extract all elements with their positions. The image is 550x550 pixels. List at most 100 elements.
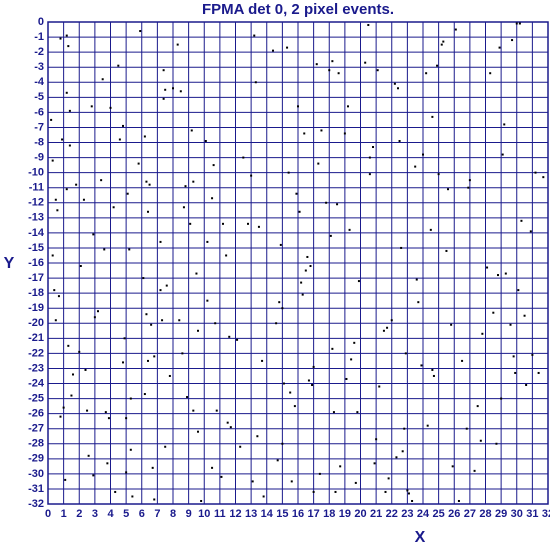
y-tick-label: -27 bbox=[28, 423, 44, 435]
data-point bbox=[51, 159, 54, 162]
data-point bbox=[97, 310, 99, 313]
data-point bbox=[176, 43, 179, 46]
data-point bbox=[125, 471, 128, 474]
x-tick-label: 27 bbox=[464, 508, 476, 520]
data-point bbox=[142, 277, 145, 280]
data-point bbox=[331, 347, 334, 350]
data-point bbox=[525, 384, 528, 387]
y-tick-label: -23 bbox=[28, 362, 44, 374]
data-point bbox=[531, 353, 534, 356]
data-point bbox=[372, 146, 374, 149]
x-tick-label: 30 bbox=[511, 508, 523, 520]
data-point bbox=[195, 272, 198, 275]
data-point bbox=[57, 295, 60, 298]
data-point bbox=[145, 180, 148, 183]
data-point bbox=[384, 490, 387, 493]
y-tick-label: -13 bbox=[28, 212, 44, 224]
x-tick-label: 19 bbox=[339, 508, 351, 520]
y-tick-label: -11 bbox=[29, 182, 44, 194]
y-tick-label: -10 bbox=[28, 167, 44, 179]
data-point bbox=[367, 24, 370, 27]
data-point bbox=[450, 323, 453, 326]
data-point bbox=[503, 123, 506, 126]
x-axis-label: X bbox=[415, 529, 426, 546]
data-point bbox=[518, 22, 521, 25]
data-point bbox=[250, 174, 253, 177]
data-point bbox=[261, 359, 264, 362]
data-point bbox=[272, 49, 274, 52]
x-tick-label: 4 bbox=[107, 508, 114, 520]
data-point bbox=[401, 450, 404, 453]
y-tick-label: -14 bbox=[28, 227, 45, 239]
data-point bbox=[426, 424, 429, 427]
data-point bbox=[211, 197, 214, 200]
data-point bbox=[114, 490, 117, 493]
data-point bbox=[473, 469, 476, 472]
data-point bbox=[387, 477, 390, 480]
data-point bbox=[287, 171, 290, 174]
data-point bbox=[53, 289, 56, 292]
data-point bbox=[128, 248, 131, 251]
data-point bbox=[179, 90, 182, 93]
x-tick-label: 25 bbox=[433, 508, 445, 520]
x-tick-label: 18 bbox=[323, 508, 335, 520]
data-point bbox=[153, 498, 156, 501]
data-point bbox=[168, 374, 171, 377]
data-point bbox=[454, 28, 457, 31]
data-point bbox=[386, 326, 389, 329]
data-point bbox=[476, 405, 479, 408]
data-point bbox=[334, 490, 337, 493]
data-point bbox=[143, 135, 146, 138]
data-point bbox=[390, 319, 393, 322]
data-point bbox=[517, 289, 520, 292]
data-point bbox=[54, 198, 57, 201]
x-tick-label: 14 bbox=[261, 508, 274, 520]
data-point bbox=[393, 82, 396, 85]
y-tick-label: -15 bbox=[28, 242, 44, 254]
data-point bbox=[343, 132, 346, 135]
chart-title: FPMA det 0, 2 pixel events. bbox=[202, 1, 394, 18]
x-tick-label: 20 bbox=[354, 508, 366, 520]
data-point bbox=[101, 78, 104, 81]
data-point bbox=[122, 124, 124, 127]
data-point bbox=[498, 46, 501, 49]
data-point bbox=[437, 173, 440, 176]
data-point bbox=[312, 365, 315, 368]
data-point bbox=[354, 481, 357, 484]
data-point bbox=[107, 417, 110, 420]
data-point bbox=[512, 355, 515, 358]
x-tick-label: 32 bbox=[542, 508, 550, 520]
y-tick-label: -18 bbox=[28, 287, 44, 299]
data-point bbox=[262, 495, 265, 498]
data-point bbox=[282, 382, 285, 385]
data-point bbox=[297, 105, 299, 108]
data-point bbox=[212, 164, 215, 167]
y-tick-label: -4 bbox=[34, 76, 45, 88]
y-tick-label: -7 bbox=[34, 121, 44, 133]
x-tick-label: 8 bbox=[170, 508, 176, 520]
y-tick-label: -6 bbox=[34, 106, 44, 118]
data-point bbox=[542, 176, 545, 179]
data-point bbox=[523, 314, 526, 317]
data-point bbox=[414, 165, 417, 168]
data-point bbox=[197, 430, 199, 433]
data-point bbox=[137, 162, 140, 165]
x-tick-label: 3 bbox=[92, 508, 98, 520]
data-point bbox=[178, 319, 181, 322]
y-tick-label: -25 bbox=[28, 392, 44, 404]
data-point bbox=[103, 248, 106, 251]
data-point bbox=[422, 153, 424, 156]
data-point bbox=[242, 156, 245, 159]
y-tick-label: -30 bbox=[28, 468, 44, 480]
data-point bbox=[492, 311, 495, 314]
data-point bbox=[337, 72, 340, 75]
data-point bbox=[290, 480, 293, 483]
data-point bbox=[306, 255, 309, 258]
data-point bbox=[495, 442, 498, 445]
data-point bbox=[215, 409, 218, 412]
data-point bbox=[129, 397, 132, 400]
data-point bbox=[303, 132, 306, 135]
y-tick-label: -22 bbox=[28, 347, 44, 359]
data-point bbox=[161, 319, 164, 322]
data-point bbox=[293, 405, 296, 408]
